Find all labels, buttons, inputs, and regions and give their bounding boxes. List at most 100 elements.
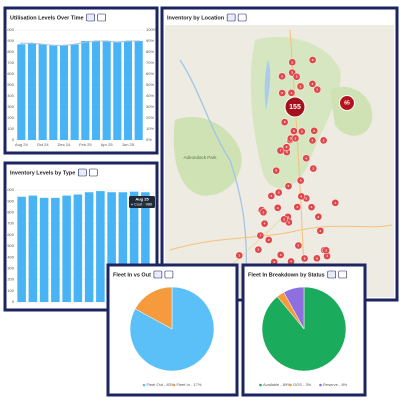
map-cluster[interactable] xyxy=(235,251,244,260)
map-cluster[interactable] xyxy=(273,203,282,212)
lake xyxy=(264,60,271,110)
tooltip xyxy=(129,196,155,208)
map-cluster-label: 6 xyxy=(312,58,314,62)
map-cluster-label: 2 xyxy=(300,84,302,88)
map-cluster[interactable] xyxy=(267,192,276,200)
map-cluster-label: 5 xyxy=(278,191,280,195)
map-cluster-label: 2 xyxy=(318,215,320,219)
y-tick-label: 300 xyxy=(7,104,14,109)
map-cluster[interactable] xyxy=(309,164,318,173)
map-cluster[interactable] xyxy=(322,246,330,255)
y-tick-label: 800 xyxy=(7,49,14,54)
map-cluster[interactable] xyxy=(293,203,302,211)
map-cluster[interactable] xyxy=(308,136,317,145)
icon-button[interactable] xyxy=(226,13,236,22)
panel-title: Fleet In vs Out xyxy=(113,272,151,278)
map-cluster[interactable] xyxy=(294,241,303,250)
map-cluster[interactable] xyxy=(297,192,306,201)
map-cluster[interactable] xyxy=(339,95,355,111)
pie-slice xyxy=(129,286,215,372)
map-cluster[interactable] xyxy=(292,72,301,81)
map-cluster-label: 3 xyxy=(296,75,298,79)
map-cluster-label: 3 xyxy=(291,71,293,75)
icon-button[interactable] xyxy=(153,270,163,279)
park-area xyxy=(173,116,242,196)
map-cluster-label: 2 xyxy=(291,60,293,64)
map-cluster[interactable] xyxy=(282,143,291,152)
map-cluster[interactable] xyxy=(260,219,269,228)
map-cluster[interactable] xyxy=(278,89,287,97)
map-cluster[interactable] xyxy=(280,215,288,224)
y2-tick-label: 90% xyxy=(146,38,154,43)
road xyxy=(169,224,393,251)
icon-button[interactable] xyxy=(78,168,87,177)
map-cluster-label: 2 xyxy=(283,217,285,221)
map-cluster[interactable] xyxy=(276,251,285,259)
map-cluster[interactable] xyxy=(307,203,316,212)
map-cluster[interactable] xyxy=(308,56,317,64)
legend-label: Fleet In - 17% xyxy=(177,382,202,387)
map-cluster[interactable] xyxy=(284,96,306,118)
map-cluster[interactable] xyxy=(308,80,317,88)
map-cluster-label: 3 xyxy=(325,248,327,252)
map-cluster[interactable] xyxy=(300,254,309,263)
map-cluster[interactable] xyxy=(264,236,273,244)
map-cluster-label: 7 xyxy=(280,149,282,153)
map-cluster[interactable] xyxy=(331,199,340,207)
panel-title: Inventory Levels by Type xyxy=(10,170,75,176)
map-cluster[interactable] xyxy=(290,127,298,135)
y2-tick-label: 20% xyxy=(146,115,154,120)
icon-button[interactable] xyxy=(86,13,95,22)
map-cluster[interactable] xyxy=(314,212,323,221)
icon-button[interactable] xyxy=(97,13,106,22)
map-cluster[interactable] xyxy=(302,154,311,163)
line-point xyxy=(84,41,87,43)
map-cluster-label: 4 xyxy=(273,260,275,264)
map-cluster[interactable] xyxy=(274,188,283,197)
y2-tick-label: 100% xyxy=(146,27,157,32)
bar xyxy=(118,192,128,302)
map-region-label: Adirondack Park xyxy=(183,155,217,160)
icon-button[interactable] xyxy=(164,270,174,279)
y-tick-label: 100 xyxy=(7,288,14,293)
map-cluster[interactable] xyxy=(272,166,281,175)
bar xyxy=(59,45,69,140)
map-cluster[interactable] xyxy=(319,136,328,145)
icon-button[interactable] xyxy=(237,13,247,22)
map-cluster[interactable] xyxy=(276,146,285,155)
map-cluster[interactable] xyxy=(278,72,286,81)
map-cluster[interactable] xyxy=(297,127,306,136)
map-cluster[interactable] xyxy=(316,227,325,235)
y2-tick-label: 30% xyxy=(146,104,154,109)
map-cluster[interactable] xyxy=(313,254,321,263)
bar xyxy=(134,41,143,140)
map-cluster[interactable] xyxy=(287,88,296,97)
map-cluster[interactable] xyxy=(259,208,268,217)
map-cluster[interactable] xyxy=(310,126,319,135)
y-tick-label: 300 xyxy=(7,265,14,270)
map-cluster[interactable] xyxy=(291,134,300,143)
legend-label: Reserve - 8% xyxy=(323,382,348,387)
bar xyxy=(17,44,26,140)
map-cluster[interactable] xyxy=(313,85,322,94)
y-tick-label: 500 xyxy=(7,82,14,87)
map-cluster-label: 2 xyxy=(263,210,265,214)
map-cluster[interactable] xyxy=(256,231,265,240)
legend-label: Fleet Out - 83% xyxy=(147,382,175,387)
map-cluster[interactable] xyxy=(254,245,263,254)
map-cluster[interactable] xyxy=(288,58,297,67)
y-tick-label: 0 xyxy=(12,137,15,142)
bar xyxy=(62,195,71,302)
map-cluster-label: 2 xyxy=(319,229,321,233)
x-tick-label: Feb 25 xyxy=(79,142,92,147)
map-cluster[interactable] xyxy=(296,176,305,185)
icon-button[interactable] xyxy=(327,270,337,279)
map-cluster[interactable] xyxy=(284,182,293,191)
map-cluster[interactable] xyxy=(296,82,305,91)
bar xyxy=(51,197,60,302)
icon-button[interactable] xyxy=(338,270,348,279)
map-cluster-label: 155 xyxy=(289,104,301,111)
map-cluster-label: 4 xyxy=(334,201,336,205)
map-cluster[interactable] xyxy=(280,118,289,127)
icon-button[interactable] xyxy=(89,168,98,177)
